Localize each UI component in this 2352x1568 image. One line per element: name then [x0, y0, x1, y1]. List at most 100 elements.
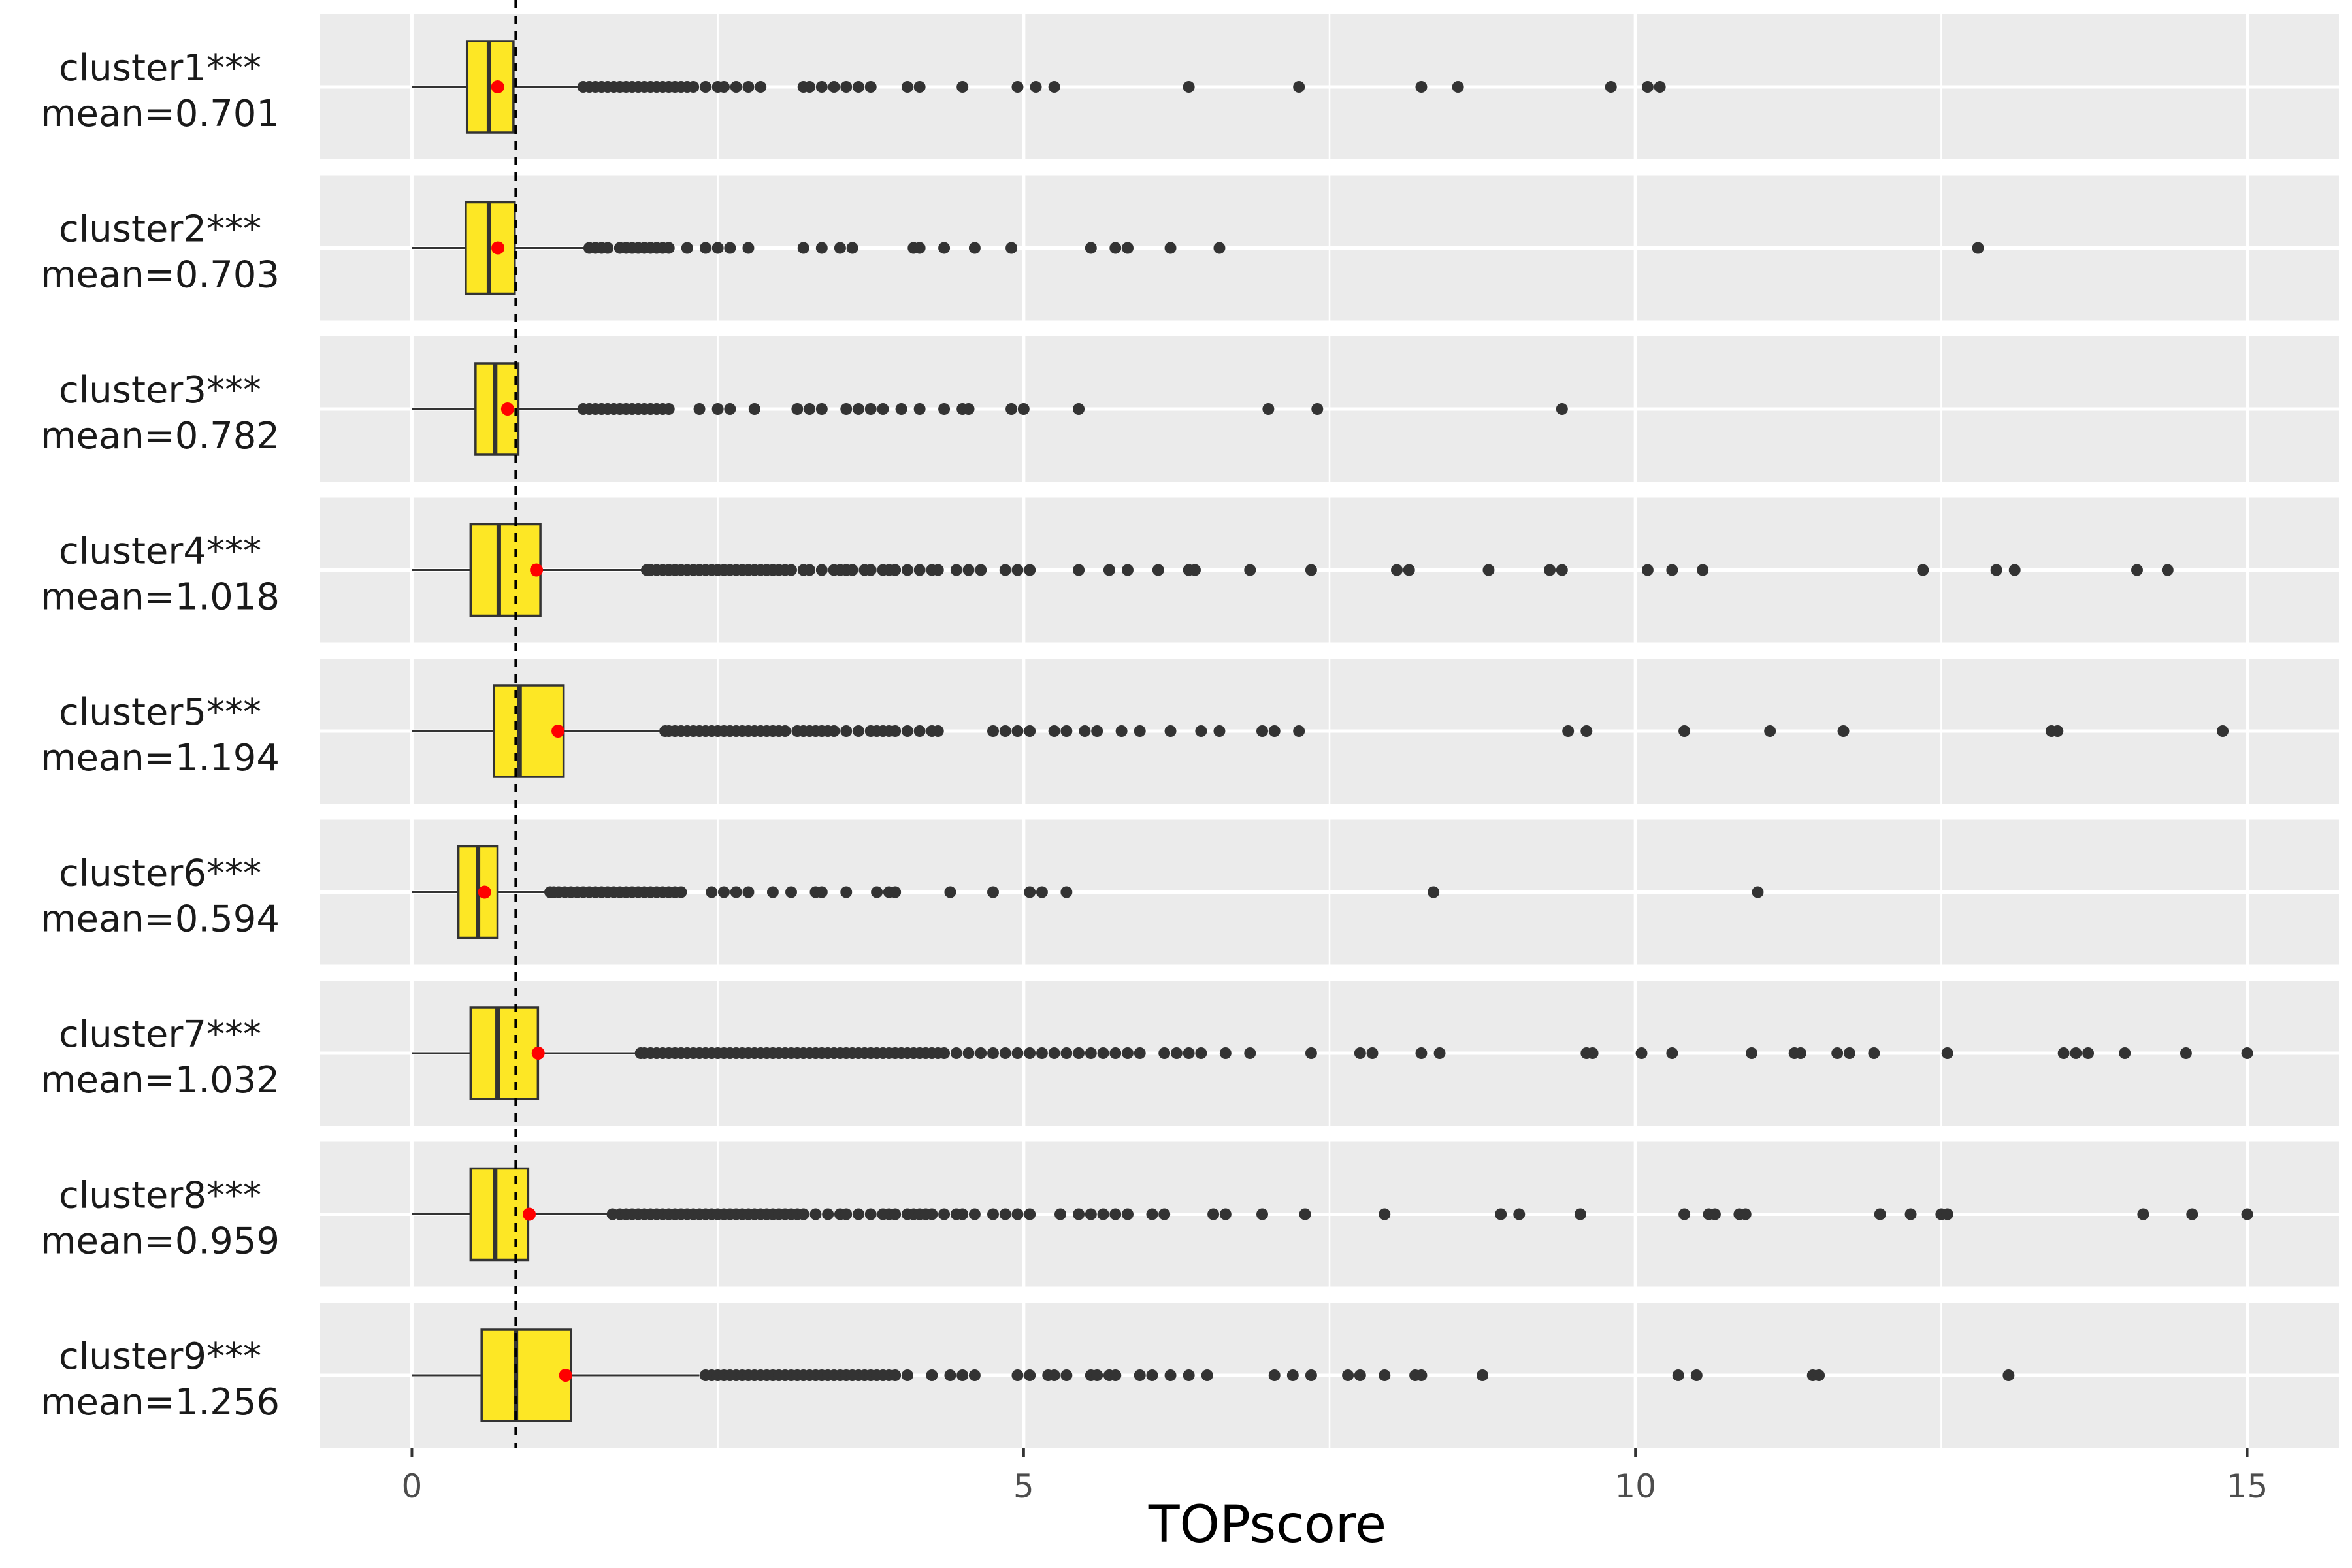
outlier-point — [687, 81, 700, 93]
outlier-point — [938, 1208, 951, 1220]
outlier-point — [1085, 1047, 1097, 1059]
outlier-point — [1256, 725, 1268, 737]
outlier-point — [889, 1369, 902, 1381]
outlier-point — [840, 1208, 853, 1220]
cluster-panel: cluster2***mean=0.703 — [41, 175, 2339, 321]
outlier-point — [1122, 564, 1134, 576]
outlier-point — [711, 242, 724, 254]
outlier-point — [1030, 81, 1042, 93]
outlier-point — [1207, 1208, 1220, 1220]
cluster-mean-label: mean=0.782 — [41, 415, 280, 457]
outlier-point — [1109, 242, 1122, 254]
outlier-point — [938, 403, 951, 415]
outlier-point — [1195, 1047, 1207, 1059]
outlier-point — [987, 1047, 999, 1059]
outlier-point — [1164, 725, 1177, 737]
outlier-point — [889, 1208, 902, 1220]
cluster-panel: cluster6***mean=0.594 — [41, 819, 2339, 965]
outlier-point — [724, 403, 736, 415]
outlier-point — [2161, 564, 2174, 576]
outlier-point — [1048, 1047, 1060, 1059]
outlier-point — [815, 81, 828, 93]
outlier-point — [956, 81, 969, 93]
cluster-mean-label: mean=1.194 — [41, 737, 280, 779]
outlier-point — [962, 403, 975, 415]
outlier-point — [1060, 886, 1073, 898]
outlier-point — [1134, 1369, 1146, 1381]
outlier-point — [1672, 1369, 1684, 1381]
outlier-point — [1428, 886, 1440, 898]
outlier-point — [748, 403, 760, 415]
outlier-point — [1917, 564, 1929, 576]
x-tick-label: 0 — [402, 1467, 423, 1505]
cluster-label: cluster4*** — [59, 531, 261, 573]
outlier-point — [1005, 242, 1018, 254]
outlier-point — [962, 564, 975, 576]
x-axis-title: TOPscore — [1148, 1495, 1386, 1554]
outlier-point — [1115, 725, 1128, 737]
outlier-point — [1158, 1047, 1171, 1059]
outlier-point — [1024, 1047, 1036, 1059]
cluster-label: cluster8*** — [59, 1175, 261, 1217]
outlier-point — [2008, 564, 2021, 576]
outlier-point — [779, 725, 791, 737]
iqr-box — [469, 1167, 530, 1262]
outlier-point — [2119, 1047, 2131, 1059]
cluster-mean-label: mean=1.032 — [41, 1059, 280, 1102]
outlier-point — [1654, 81, 1666, 93]
outlier-point — [1837, 725, 1850, 737]
outlier-point — [938, 242, 951, 254]
outlier-point — [1874, 1208, 1886, 1220]
outlier-point — [2217, 725, 2229, 737]
outlier-point — [804, 81, 816, 93]
outlier-point — [1122, 1047, 1134, 1059]
outlier-point — [815, 242, 828, 254]
outlier-point — [1415, 1047, 1428, 1059]
outlier-point — [1972, 242, 1984, 254]
iqr-box — [480, 1328, 572, 1422]
outlier-point — [1697, 564, 1709, 576]
outlier-point — [815, 403, 828, 415]
outlier-point — [846, 242, 858, 254]
outlier-point — [1366, 1047, 1379, 1059]
outlier-point — [968, 1208, 981, 1220]
outlier-point — [797, 242, 809, 254]
outlier-point — [828, 725, 840, 737]
outlier-point — [975, 1047, 987, 1059]
outlier-point — [1268, 1369, 1281, 1381]
outlier-point — [1513, 1208, 1526, 1220]
outlier-point — [699, 81, 711, 93]
x-tick-label: 5 — [1013, 1467, 1034, 1505]
outlier-point — [1073, 564, 1085, 576]
outlier-point — [1195, 725, 1207, 737]
outlier-point — [718, 81, 730, 93]
outlier-point — [1305, 1369, 1317, 1381]
cluster-panel: cluster9***mean=1.256 — [41, 1303, 2339, 1448]
outlier-point — [987, 725, 999, 737]
outlier-point — [730, 886, 742, 898]
outlier-point — [1183, 1369, 1195, 1381]
outlier-point — [999, 564, 1011, 576]
outlier-point — [1262, 403, 1275, 415]
cluster-label: cluster6*** — [59, 853, 261, 895]
outlier-point — [1134, 725, 1146, 737]
cluster-mean-label: mean=0.594 — [41, 898, 280, 941]
outlier-point — [1293, 81, 1305, 93]
outlier-point — [1831, 1047, 1844, 1059]
outlier-point — [1011, 81, 1024, 93]
outlier-point — [1183, 1047, 1195, 1059]
outlier-point — [1666, 1047, 1678, 1059]
outlier-point — [1085, 242, 1097, 254]
outlier-point — [785, 564, 797, 576]
outlier-point — [1678, 725, 1691, 737]
cluster-panel: cluster5***mean=1.194 — [41, 659, 2339, 804]
outlier-point — [956, 1208, 969, 1220]
outlier-point — [913, 403, 926, 415]
outlier-point — [1036, 1047, 1048, 1059]
outlier-point — [718, 886, 730, 898]
outlier-point — [602, 242, 614, 254]
outlier-point — [711, 403, 724, 415]
outlier-point — [1091, 725, 1103, 737]
outlier-point — [895, 403, 907, 415]
outlier-point — [1097, 1208, 1109, 1220]
